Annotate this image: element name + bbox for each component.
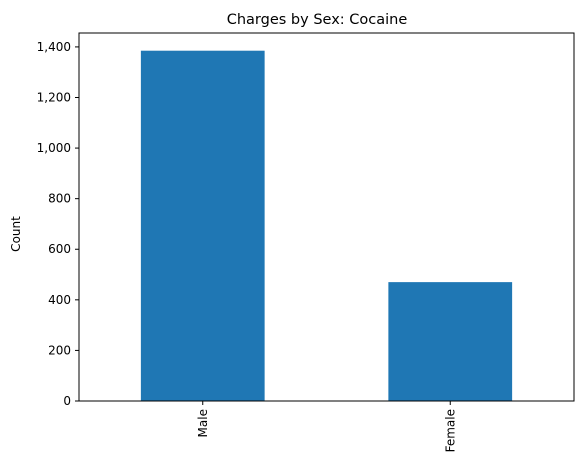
bar-male — [141, 51, 265, 401]
y-tick-label: 200 — [48, 343, 71, 357]
y-tick-label: 1,000 — [37, 141, 71, 155]
y-tick-label: 0 — [63, 394, 71, 408]
bar-female — [388, 282, 512, 401]
x-tick-label: Female — [443, 409, 457, 452]
y-tick-label: 800 — [48, 192, 71, 206]
y-tick-label: 600 — [48, 242, 71, 256]
y-axis-label: Count — [9, 216, 23, 252]
y-tick-label: 400 — [48, 293, 71, 307]
x-tick-label: Male — [196, 409, 210, 437]
plot-area: Male Female 0 200 400 600 800 1,000 1,200 1,400 — [37, 33, 574, 452]
chart-title: Charges by Sex: Cocaine — [227, 12, 408, 28]
y-tick-label: 1,200 — [37, 90, 71, 104]
y-tick-label: 1,400 — [37, 40, 71, 54]
